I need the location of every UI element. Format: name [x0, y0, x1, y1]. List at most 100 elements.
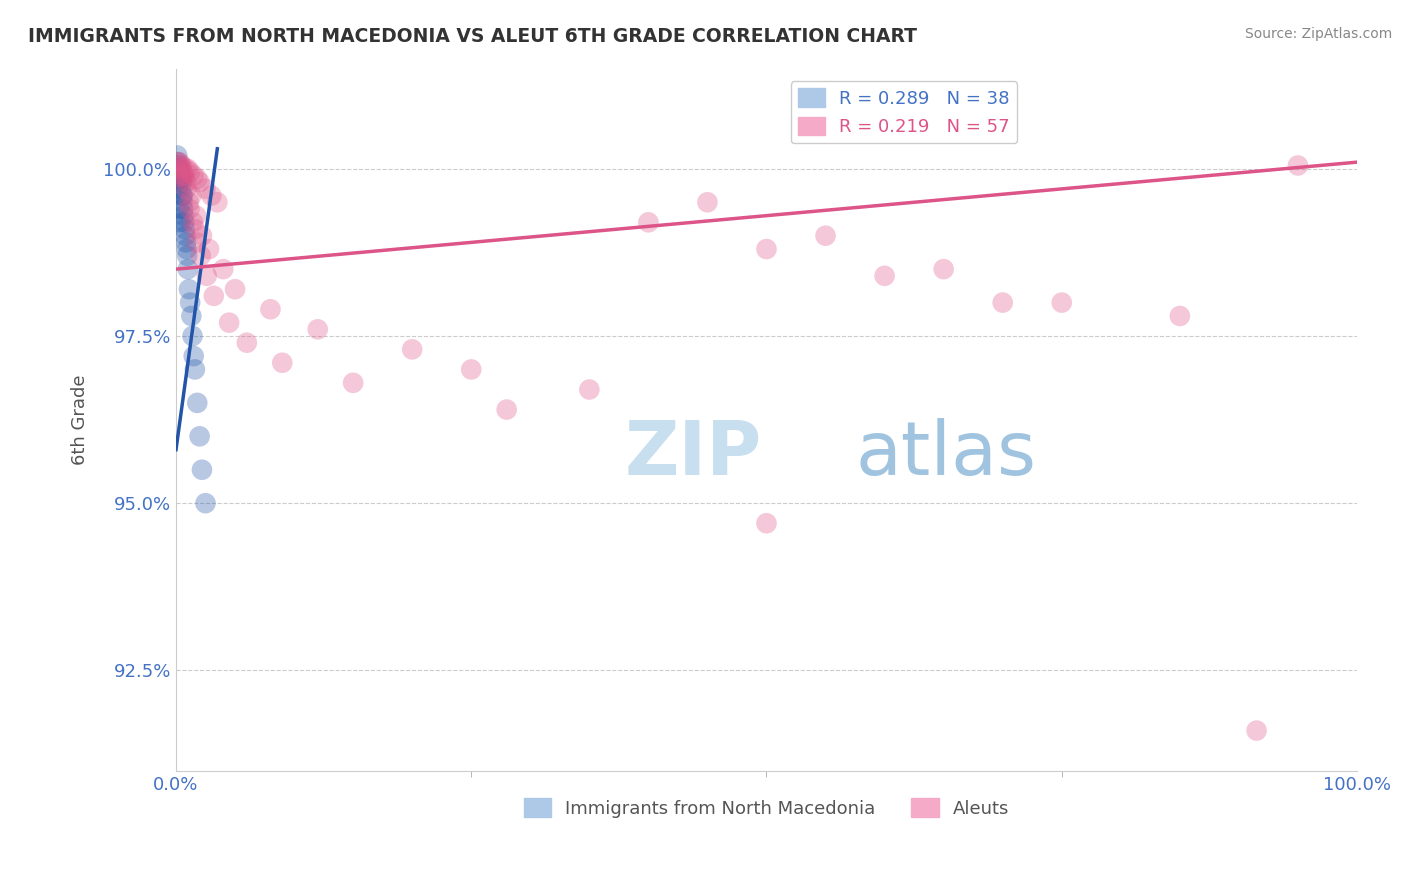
Point [173, 169, 195, 183]
Point [637, 215, 659, 229]
Point [174, 182, 197, 196]
Point [194, 496, 217, 510]
Point [173, 215, 195, 229]
Point [1286, 159, 1309, 173]
Point [188, 175, 211, 189]
Point [191, 463, 214, 477]
Point [873, 268, 896, 283]
Point [183, 169, 205, 183]
Point [177, 195, 200, 210]
Point [174, 228, 197, 243]
Point [696, 195, 718, 210]
Point [814, 228, 837, 243]
Point [172, 188, 194, 202]
Point [181, 329, 204, 343]
Text: ZIP: ZIP [624, 418, 762, 491]
Point [170, 159, 193, 173]
Point [167, 155, 190, 169]
Point [932, 262, 955, 277]
Point [173, 209, 195, 223]
Point [991, 295, 1014, 310]
Point [198, 242, 221, 256]
Point [184, 209, 207, 223]
Point [186, 172, 208, 186]
Point [184, 362, 207, 376]
Point [179, 202, 201, 216]
Point [166, 155, 188, 169]
Point [177, 161, 200, 176]
Point [259, 302, 281, 317]
Point [1050, 295, 1073, 310]
Point [271, 356, 294, 370]
Point [170, 188, 193, 202]
Point [180, 309, 202, 323]
Point [342, 376, 364, 390]
Point [179, 165, 201, 179]
Point [307, 322, 329, 336]
Point [169, 155, 191, 169]
Point [172, 165, 194, 179]
Point [180, 188, 202, 202]
Point [191, 228, 214, 243]
Point [224, 282, 246, 296]
Point [194, 182, 217, 196]
Point [200, 188, 222, 202]
Point [170, 161, 193, 176]
Point [173, 222, 195, 236]
Point [195, 268, 218, 283]
Point [177, 282, 200, 296]
Point [170, 172, 193, 186]
Point [169, 172, 191, 186]
Point [755, 242, 778, 256]
Point [169, 165, 191, 179]
Text: Source: ZipAtlas.com: Source: ZipAtlas.com [1244, 27, 1392, 41]
Point [169, 159, 191, 173]
Point [188, 429, 211, 443]
Point [167, 161, 190, 176]
Point [177, 262, 200, 277]
Point [176, 242, 198, 256]
Point [190, 249, 212, 263]
Point [236, 335, 259, 350]
Point [169, 215, 191, 229]
Text: atlas: atlas [855, 418, 1036, 491]
Point [186, 235, 208, 250]
Point [181, 215, 204, 229]
Point [167, 161, 190, 176]
Point [460, 362, 482, 376]
Point [172, 169, 194, 183]
Point [207, 195, 229, 210]
Point [1168, 309, 1191, 323]
Point [172, 195, 194, 210]
Point [495, 402, 517, 417]
Point [166, 159, 188, 173]
Point [170, 182, 193, 196]
Point [186, 396, 208, 410]
Text: IMMIGRANTS FROM NORTH MACEDONIA VS ALEUT 6TH GRADE CORRELATION CHART: IMMIGRANTS FROM NORTH MACEDONIA VS ALEUT… [28, 27, 917, 45]
Point [183, 349, 205, 363]
Point [218, 316, 240, 330]
Point [166, 182, 188, 196]
Point [167, 161, 190, 176]
Point [169, 169, 191, 183]
Point [170, 169, 193, 183]
Point [170, 175, 193, 189]
Point [401, 343, 423, 357]
Point [202, 289, 225, 303]
Point [174, 235, 197, 250]
Point [166, 148, 188, 162]
Point [1246, 723, 1268, 738]
Point [167, 161, 190, 176]
Point [176, 249, 198, 263]
Y-axis label: 6th Grade: 6th Grade [72, 375, 89, 465]
Point [184, 222, 207, 236]
Point [179, 295, 201, 310]
Legend: Immigrants from North Macedonia, Aleuts: Immigrants from North Macedonia, Aleuts [516, 791, 1017, 825]
Point [172, 202, 194, 216]
Point [174, 161, 197, 176]
Point [176, 175, 198, 189]
Point [167, 202, 190, 216]
Point [578, 383, 600, 397]
Point [212, 262, 235, 277]
Point [755, 516, 778, 531]
